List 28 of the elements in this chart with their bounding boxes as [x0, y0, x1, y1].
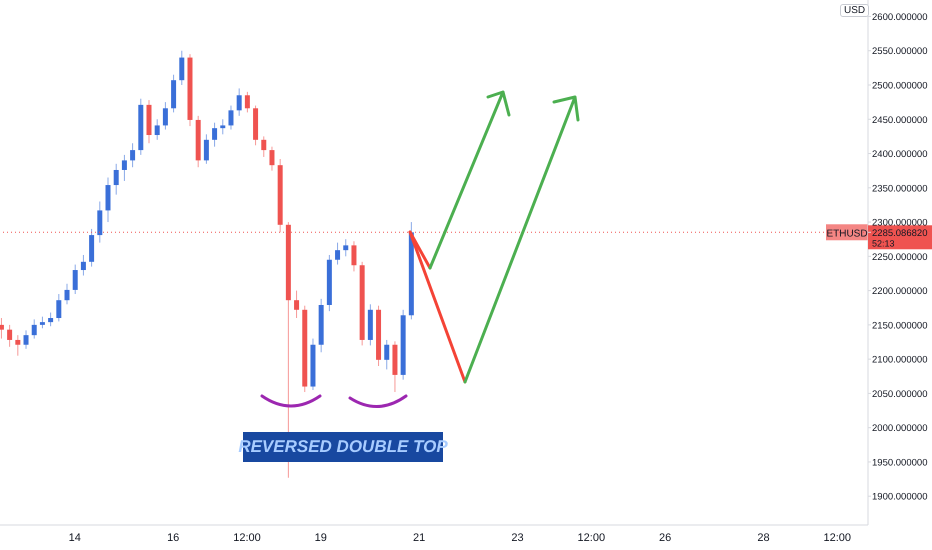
x-tick-label: 14	[68, 532, 81, 544]
y-tick-label: 2200.000000	[872, 286, 928, 298]
annotation: USD	[840, 4, 870, 17]
y-tick-label: 1900.000000	[872, 492, 928, 503]
x-tick-label: 12:00	[823, 532, 852, 544]
y-tick-label: 2550.000000	[872, 46, 928, 58]
x-tick-label: 28	[757, 532, 770, 544]
y-tick-label: 2400.000000	[872, 149, 928, 160]
y-tick-label: 2250.000000	[872, 252, 928, 263]
y-tick-label: 2500.000000	[872, 80, 928, 92]
y-tick-label: 2150.000000	[872, 320, 928, 332]
y-tick-label: 2100.000000	[872, 354, 928, 366]
x-tick-label: 12:00	[578, 532, 606, 544]
ref-line-label: ETHUSD	[826, 228, 868, 240]
text: 52:13	[872, 238, 895, 248]
x-tick-label: 21	[413, 532, 426, 544]
y-tick-label: 2285.086820	[872, 228, 928, 239]
y-tick-label: 2450.000000	[872, 114, 928, 126]
y-tick-label: 2600.000000	[872, 12, 928, 23]
x-tick-label: 26	[658, 532, 672, 544]
y-tick-label: 2000.000000	[872, 423, 928, 434]
y-tick-label: 2050.000000	[872, 388, 928, 400]
x-tick-label: 19	[314, 532, 327, 544]
y-tick-label: 1950.000000	[872, 457, 928, 468]
x-tick-label: 23	[511, 532, 524, 544]
x-tick-label: 16	[167, 532, 180, 544]
x-tick-label: 12:00	[233, 532, 261, 544]
y-tick-label: 2350.000000	[872, 183, 928, 194]
